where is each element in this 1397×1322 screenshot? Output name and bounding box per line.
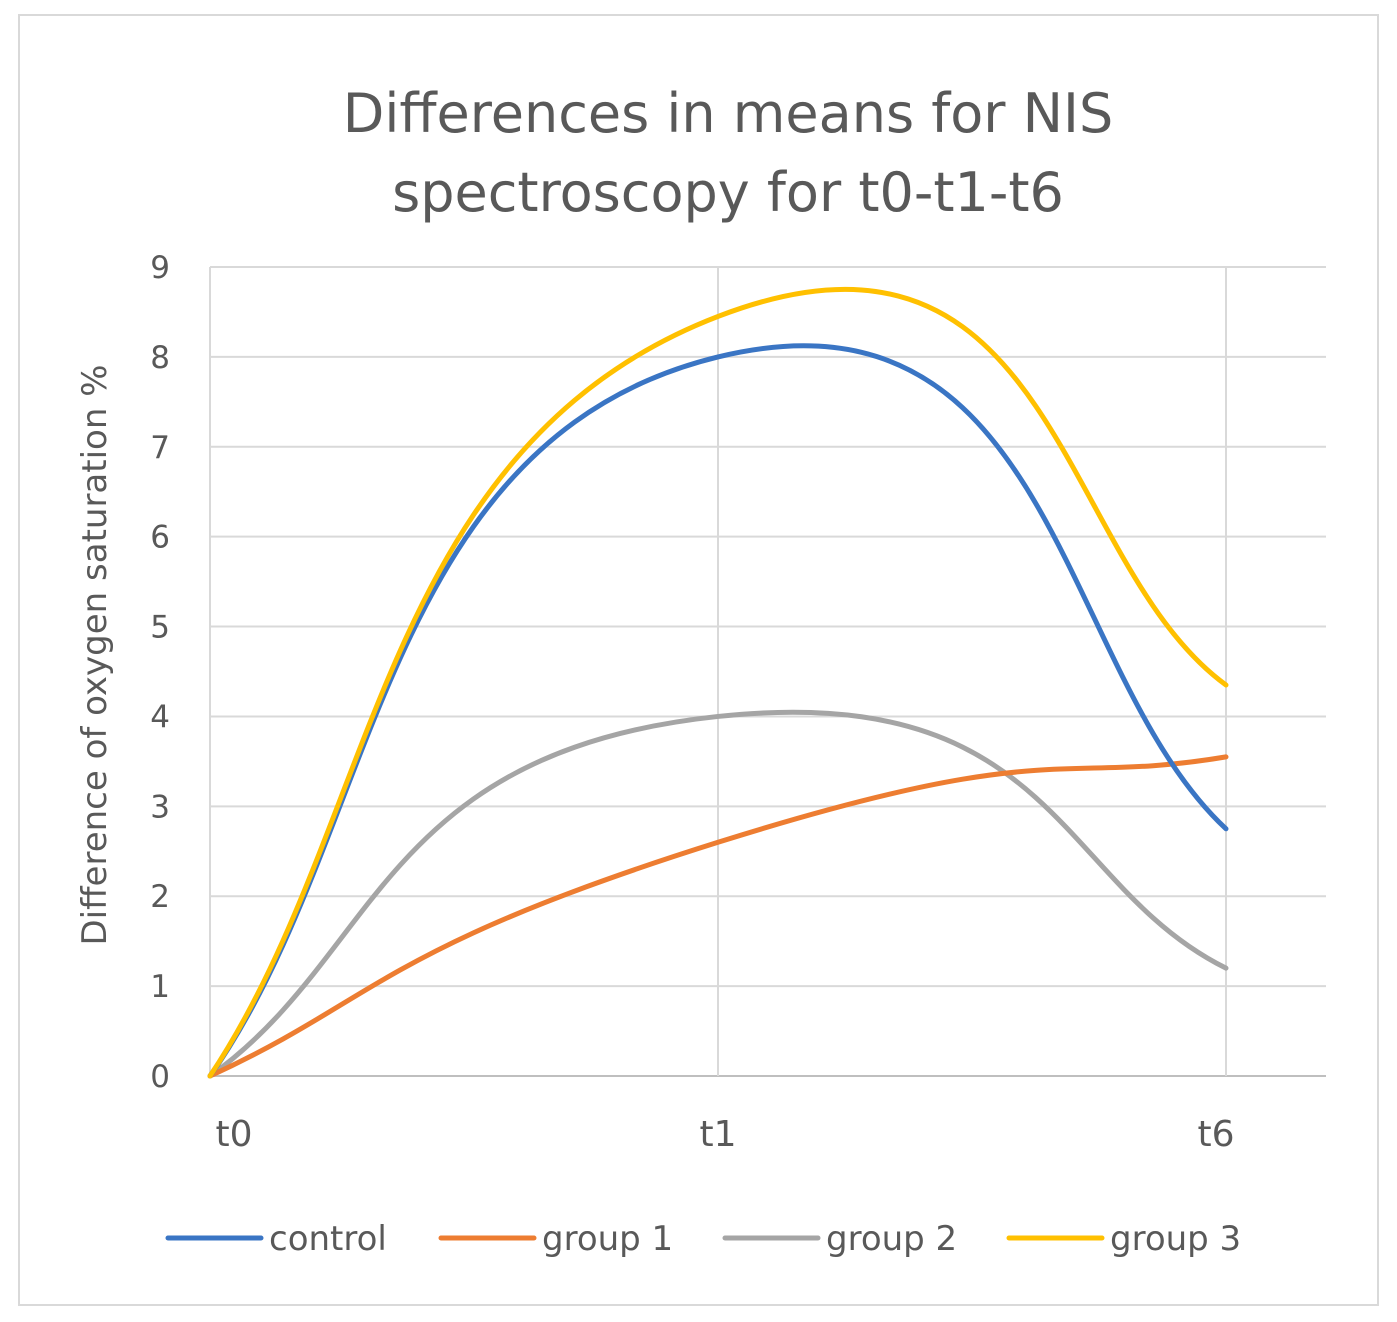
y-tick-label: 6: [150, 520, 170, 556]
vertical-gridlines: [209, 267, 1227, 1076]
x-axis-ticks: t0 t1 t6: [215, 1114, 1234, 1155]
legend-label: group 1: [542, 1219, 673, 1259]
legend: control group 1 group 2 group 3: [165, 1219, 1241, 1259]
chart-title: Differences in means for NIS spectroscop…: [343, 82, 1114, 224]
series-line-group-1: [207, 754, 1229, 1079]
y-tick-label: 0: [150, 1059, 170, 1095]
legend-label: control: [269, 1219, 387, 1259]
legend-entry-group-2: group 2: [722, 1219, 957, 1259]
y-tick-label: 9: [150, 250, 170, 286]
legend-label: group 2: [826, 1219, 957, 1259]
x-tick-label: t1: [699, 1114, 736, 1155]
y-axis-ticks: 0 1 2 3 4 5 6 7 8 9: [150, 250, 170, 1095]
legend-entry-group-1: group 1: [438, 1219, 673, 1259]
legend-label: group 3: [1110, 1219, 1241, 1259]
y-axis-label: Difference of oxygen saturation %: [75, 364, 115, 945]
chart-title-line-2: spectroscopy for t0-t1-t6: [392, 161, 1064, 224]
y-tick-label: 1: [150, 969, 170, 1005]
y-tick-label: 4: [150, 699, 170, 735]
series-lines: [207, 287, 1229, 1079]
x-tick-label: t6: [1197, 1114, 1234, 1155]
y-tick-label: 2: [150, 879, 170, 915]
x-tick-label: t0: [215, 1114, 252, 1155]
y-tick-label: 5: [150, 610, 170, 646]
horizontal-gridlines: [210, 266, 1326, 1077]
series-line-group-3: [207, 287, 1229, 1079]
y-tick-label: 7: [150, 430, 170, 466]
legend-entry-control: control: [165, 1219, 387, 1259]
chart-title-line-1: Differences in means for NIS: [343, 82, 1114, 145]
chart-frame: [18, 14, 1379, 1306]
series-line-group-2: [207, 709, 1229, 1079]
legend-entry-group-3: group 3: [1006, 1219, 1241, 1259]
y-tick-label: 8: [150, 340, 170, 376]
y-tick-label: 3: [150, 789, 170, 825]
